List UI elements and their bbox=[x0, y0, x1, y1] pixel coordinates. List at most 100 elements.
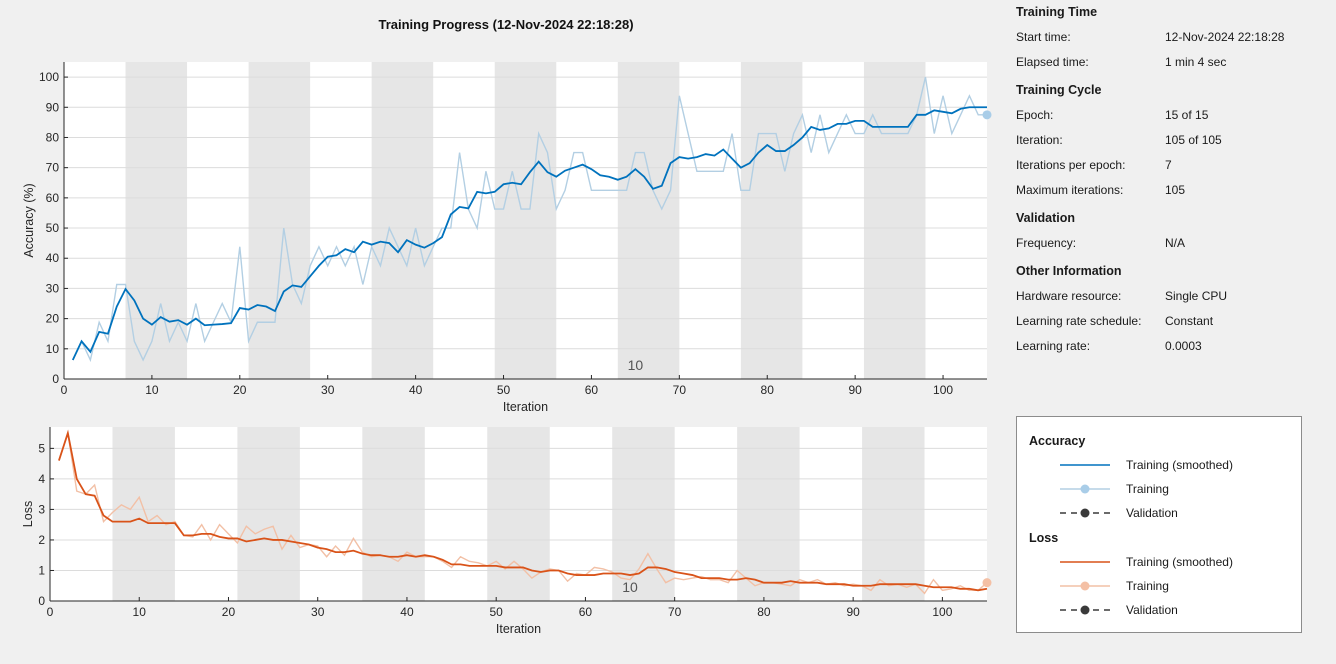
info-section-heading: Training Time bbox=[1016, 5, 1098, 19]
chart-title: Training Progress (12-Nov-2024 22:18:28) bbox=[378, 17, 634, 32]
legend-loss-heading: Loss bbox=[1029, 531, 1059, 545]
info-row-value: 1 min 4 sec bbox=[1165, 55, 1227, 69]
y-tick-label: 3 bbox=[38, 502, 45, 516]
y-tick-label: 2 bbox=[38, 533, 45, 547]
legend-dashed-marker-icon bbox=[1060, 605, 1110, 615]
legend-dashed-marker-icon bbox=[1060, 508, 1110, 518]
x-tick-label: 0 bbox=[47, 605, 54, 619]
info-section-heading: Training Cycle bbox=[1016, 83, 1102, 97]
x-tick-label: 70 bbox=[673, 383, 687, 397]
epoch-band bbox=[112, 427, 175, 601]
y-axis-label: Accuracy (%) bbox=[22, 183, 36, 257]
loss-plot[interactable]: 100 10 20 30 40 50 60 70 80 90 100012345IterationL… bbox=[0, 0, 1000, 664]
y-tick-label: 50 bbox=[46, 221, 60, 235]
y-tick-label: 60 bbox=[46, 191, 60, 205]
epoch-band bbox=[862, 427, 925, 601]
info-row-label: Learning rate: bbox=[1016, 339, 1091, 353]
legend-accuracy-validation[interactable]: Validation bbox=[1060, 506, 1300, 522]
y-axis-label: Loss bbox=[21, 501, 35, 527]
y-tick-label: 4 bbox=[38, 472, 45, 486]
info-row-label: Maximum iterations: bbox=[1016, 183, 1124, 197]
info-row-value: 0.0003 bbox=[1165, 339, 1202, 353]
epoch-band bbox=[248, 62, 311, 379]
info-row-value: 12-Nov-2024 22:18:28 bbox=[1165, 30, 1285, 44]
x-tick-label: 90 bbox=[846, 605, 860, 619]
info-section-heading: Validation bbox=[1016, 211, 1076, 225]
info-row-value: 7 bbox=[1165, 158, 1172, 172]
info-row-value: Constant bbox=[1165, 314, 1214, 328]
x-tick-label: 60 bbox=[579, 605, 593, 619]
legend-label: Training (smoothed) bbox=[1126, 555, 1233, 569]
y-tick-label: 0 bbox=[52, 372, 59, 386]
legend-label: Training bbox=[1126, 482, 1169, 496]
legend-loss-smoothed[interactable]: Training (smoothed) bbox=[1060, 555, 1300, 571]
info-row-label: Frequency: bbox=[1016, 236, 1077, 250]
series-line-training-smoothed bbox=[71, 106, 987, 361]
y-tick-label: 80 bbox=[46, 130, 60, 144]
x-tick-label: 50 bbox=[497, 383, 511, 397]
info-row-label: Hardware resource: bbox=[1016, 289, 1122, 303]
final-point-marker bbox=[982, 578, 992, 588]
x-tick-label: 80 bbox=[761, 383, 775, 397]
epoch-band bbox=[362, 427, 425, 601]
x-tick-label: 100 bbox=[932, 605, 952, 619]
x-tick-label: 90 bbox=[848, 383, 862, 397]
epoch-band bbox=[737, 427, 800, 601]
epoch-marker-label: 10 bbox=[628, 357, 644, 373]
x-tick-label: 20 bbox=[222, 605, 236, 619]
x-tick-label: 100 bbox=[933, 383, 953, 397]
x-tick-label: 20 bbox=[233, 383, 247, 397]
final-point-marker bbox=[982, 110, 992, 120]
x-axis-label: Iteration bbox=[496, 622, 541, 636]
y-tick-label: 100 bbox=[39, 70, 59, 84]
info-row-label: Start time: bbox=[1016, 30, 1071, 44]
y-tick-label: 20 bbox=[46, 312, 60, 326]
legend-loss-training[interactable]: Training bbox=[1060, 579, 1300, 595]
epoch-band bbox=[740, 62, 803, 379]
legend-label: Training (smoothed) bbox=[1126, 458, 1233, 472]
legend-loss-validation[interactable]: Validation bbox=[1060, 603, 1300, 619]
info-row-label: Elapsed time: bbox=[1016, 55, 1089, 69]
x-tick-label: 50 bbox=[490, 605, 504, 619]
series-line-training bbox=[72, 76, 987, 363]
info-row-value: 15 of 15 bbox=[1165, 108, 1209, 122]
epoch-band bbox=[617, 62, 680, 379]
info-row-value: 105 of 105 bbox=[1165, 133, 1222, 147]
legend-accuracy-smoothed[interactable]: Training (smoothed) bbox=[1060, 458, 1300, 474]
x-tick-label: 40 bbox=[409, 383, 423, 397]
legend-line-marker-icon bbox=[1060, 484, 1110, 494]
y-tick-label: 1 bbox=[38, 563, 45, 577]
x-tick-label: 70 bbox=[668, 605, 682, 619]
info-row-label: Iterations per epoch: bbox=[1016, 158, 1126, 172]
info-row-label: Iteration: bbox=[1016, 133, 1063, 147]
info-row-value: Single CPU bbox=[1165, 289, 1228, 303]
x-tick-label: 30 bbox=[311, 605, 325, 619]
legend-accuracy-heading: Accuracy bbox=[1029, 434, 1086, 448]
legend-line-icon bbox=[1060, 561, 1110, 563]
info-row-value: 105 bbox=[1165, 183, 1186, 197]
legend-accuracy-training[interactable]: Training bbox=[1060, 482, 1300, 498]
y-tick-label: 70 bbox=[46, 161, 60, 175]
x-tick-label: 30 bbox=[321, 383, 335, 397]
info-row-value: N/A bbox=[1165, 236, 1186, 250]
epoch-band bbox=[494, 62, 557, 379]
x-tick-label: 10 bbox=[145, 383, 159, 397]
y-tick-label: 90 bbox=[46, 100, 60, 114]
epoch-band bbox=[237, 427, 300, 601]
epoch-band bbox=[487, 427, 550, 601]
accuracy-plot[interactable]: 100 10 20 30 40 50 60 70 80 90 1000102030405060708… bbox=[0, 0, 1000, 420]
series-line-training-smoothed bbox=[58, 429, 988, 592]
x-tick-label: 0 bbox=[61, 383, 68, 397]
y-tick-label: 10 bbox=[46, 342, 60, 356]
x-tick-label: 80 bbox=[757, 605, 771, 619]
epoch-marker-label: 10 bbox=[622, 579, 638, 595]
legend-label: Validation bbox=[1126, 506, 1178, 520]
y-tick-label: 40 bbox=[46, 251, 60, 265]
legend-line-icon bbox=[1060, 464, 1110, 466]
epoch-band bbox=[612, 427, 675, 601]
x-axis-label: Iteration bbox=[503, 400, 548, 414]
legend-label: Validation bbox=[1126, 603, 1178, 617]
info-section-heading: Other Information bbox=[1016, 264, 1122, 278]
legend-label: Training bbox=[1126, 579, 1169, 593]
x-tick-label: 10 bbox=[133, 605, 147, 619]
